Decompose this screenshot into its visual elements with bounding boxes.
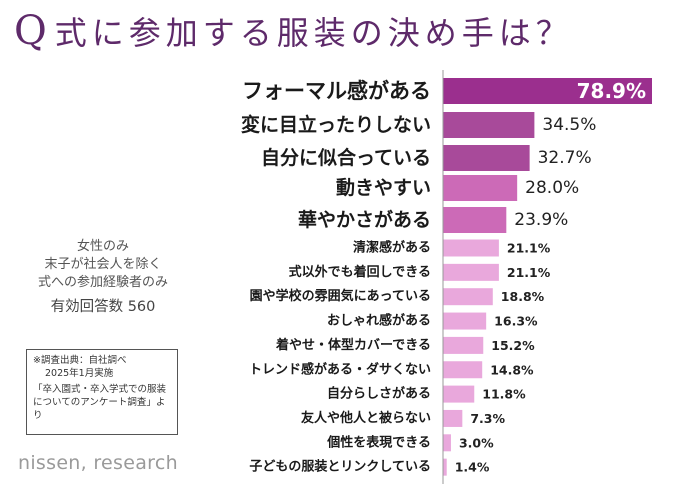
value-label: 28.0% bbox=[525, 178, 579, 198]
category-label: 個性を表現できる bbox=[326, 434, 431, 450]
source-line-2: 2025年1月実施 bbox=[45, 368, 114, 379]
category-label: 自分に似合っている bbox=[261, 146, 431, 169]
category-label: フォーマル感がある bbox=[242, 79, 431, 103]
bar bbox=[443, 409, 463, 427]
value-label: 18.8% bbox=[501, 289, 545, 304]
bar bbox=[443, 175, 518, 201]
source-line-1: ※調査出典：自社調べ bbox=[33, 355, 127, 366]
category-label: 友人や他人と被らない bbox=[301, 410, 431, 426]
bar bbox=[443, 312, 487, 330]
value-label: 34.5% bbox=[542, 115, 596, 135]
value-label: 78.9% bbox=[577, 79, 646, 103]
bar bbox=[443, 434, 451, 452]
category-label: 自分らしさがある bbox=[327, 386, 431, 402]
category-label: 園や学校の雰囲気にあっている bbox=[250, 288, 431, 304]
category-label: 動きやすい bbox=[336, 177, 431, 199]
bar bbox=[443, 78, 652, 104]
bar bbox=[443, 385, 475, 403]
category-label: 式以外でも着回しできる bbox=[289, 264, 431, 280]
bar bbox=[443, 458, 447, 476]
bar bbox=[443, 239, 499, 257]
value-label: 14.8% bbox=[490, 362, 534, 377]
value-label: 11.8% bbox=[482, 387, 526, 402]
bar bbox=[443, 336, 484, 354]
value-label: 1.4% bbox=[455, 460, 490, 475]
bar bbox=[443, 207, 507, 233]
value-label: 23.9% bbox=[514, 210, 568, 230]
brand-logo: nissen, research bbox=[18, 452, 178, 474]
value-label: 3.0% bbox=[459, 435, 494, 450]
category-label: 変に目立ったりしない bbox=[241, 113, 431, 136]
survey-info: 女性のみ 末子が社会人を除く 式への参加経験者のみ 有効回答数 560 bbox=[28, 238, 178, 316]
category-label: 着やせ・体型カバーできる bbox=[275, 337, 431, 353]
source-box: ※調査出典：自社調べ 2025年1月実施 「卒入園式・卒入学式での服装についての… bbox=[26, 349, 178, 435]
value-label: 7.3% bbox=[470, 411, 505, 426]
category-label: 華やかさがある bbox=[298, 208, 431, 231]
info-line-2: 末子が社会人を除く bbox=[44, 257, 162, 272]
title-text: 式に参加する服装の決め手は？ bbox=[54, 14, 573, 52]
chart-title: Q 式に参加する服装の決め手は？ bbox=[14, 8, 573, 54]
value-label: 21.1% bbox=[507, 265, 551, 280]
category-label: トレンド感がある・ダサくない bbox=[249, 361, 431, 377]
value-label: 15.2% bbox=[491, 338, 535, 353]
category-label: おしゃれ感がある bbox=[327, 313, 431, 329]
value-label: 32.7% bbox=[538, 148, 592, 168]
bar bbox=[443, 263, 499, 281]
category-label: 清潔感がある bbox=[353, 240, 431, 256]
info-line-3: 式への参加経験者のみ bbox=[37, 275, 168, 290]
value-label: 21.1% bbox=[507, 241, 551, 256]
respondent-count: 有効回答数 560 bbox=[50, 299, 156, 315]
info-line-1: 女性のみ bbox=[76, 239, 129, 254]
bar bbox=[443, 361, 483, 379]
value-label: 16.3% bbox=[494, 314, 538, 329]
source-survey: 「卒入園式・卒入学式での服装についてのアンケート調査」より bbox=[33, 384, 167, 421]
bar bbox=[443, 112, 535, 138]
bar bbox=[443, 288, 493, 306]
bar bbox=[443, 145, 530, 171]
q-mark: Q bbox=[14, 8, 47, 54]
category-label: 子どもの服装とリンクしている bbox=[249, 459, 431, 475]
